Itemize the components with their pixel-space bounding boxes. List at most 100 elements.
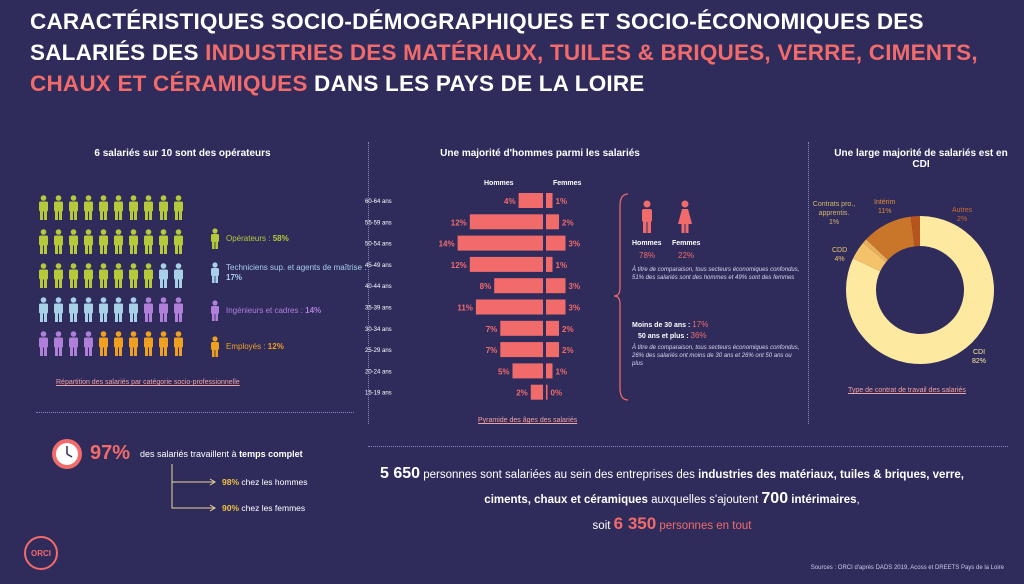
person-icon: [84, 229, 93, 254]
bar-label-hommes: 11%: [457, 304, 473, 313]
person-icon: [174, 297, 183, 322]
person-icon: [211, 336, 219, 357]
bar-label-hommes: 12%: [451, 218, 467, 227]
age-tick-label: 30-34 ans: [365, 327, 392, 333]
people-row: [38, 331, 218, 365]
age-tick-label: 20-24 ans: [365, 369, 392, 375]
people-row: [38, 195, 218, 229]
legend-item: Ingénieurs et cadres : 14%: [210, 300, 370, 322]
bar-label-hommes: 2%: [516, 389, 528, 398]
bar-hommes: [494, 278, 543, 294]
person-icon: [54, 297, 63, 322]
age-pyramid-chart: 60-64 ans 4% 1% 55-59 ans 12% 2% 50-54 ans 14% 3…: [365, 193, 580, 400]
person-icon: [174, 263, 183, 288]
divider: [808, 142, 809, 424]
temps-complet-text: des salariés travaillent à temps complet: [140, 449, 303, 459]
people-row: [38, 229, 218, 263]
person-icon: [129, 263, 138, 288]
label-autres: Autres 2%: [952, 207, 973, 223]
femmes-header: Femmes: [553, 180, 582, 187]
section1-link[interactable]: Répartition des salariés par catégorie s…: [56, 379, 240, 386]
bar-hommes: [500, 320, 543, 336]
person-icon: [114, 297, 123, 322]
bar-label-hommes: 8%: [480, 282, 492, 291]
bar-femmes: [546, 214, 559, 230]
side-femmes-value: 22%: [678, 251, 695, 260]
donut-slice: [862, 239, 888, 262]
person-icon: [144, 195, 153, 220]
bar-hommes: [512, 363, 543, 379]
bar-label-femmes: 2%: [562, 325, 574, 334]
bar-label-femmes: 2%: [562, 346, 574, 355]
side-hommes-value: 78%: [639, 251, 656, 260]
bar-label-femmes: 1%: [556, 367, 568, 376]
bar-hommes: [500, 342, 543, 358]
bar-femmes: [546, 278, 566, 294]
clock-icon: [52, 439, 82, 469]
legend-value: 12%: [267, 342, 284, 351]
person-icon: [114, 229, 123, 254]
section3-link[interactable]: Type de contrat de travail des salariés: [848, 387, 966, 394]
person-icon: [39, 297, 48, 322]
temps-femmes: 90% chez les femmes: [222, 503, 306, 513]
person-icon: [84, 263, 93, 288]
person-icon: [129, 331, 138, 356]
person-icon: [99, 331, 108, 356]
bar-femmes: [546, 363, 553, 379]
age-tick-label: 55-59 ans: [365, 220, 392, 226]
age-tick-label: 25-29 ans: [365, 348, 392, 354]
orci-logo: ORCI: [24, 536, 58, 570]
person-icon: [211, 262, 219, 283]
page-title: CARACTÉRISTIQUES SOCIO-DÉMOGRAPHIQUES ET…: [30, 6, 1010, 99]
person-icon: [54, 229, 63, 254]
plus50: 50 ans et plus : 36%: [638, 331, 707, 340]
title-highlight: INDUSTRIES DES MATÉRIAUX, TUILES & BRIQU…: [30, 40, 978, 96]
female-icon: [678, 200, 692, 233]
person-icon: [174, 195, 183, 220]
legend-label: Employés : 12%: [226, 342, 284, 351]
bar-label-hommes: 4%: [504, 197, 516, 206]
donut-slice: [866, 216, 915, 260]
person-icon: [144, 297, 153, 322]
legend-value: 58%: [272, 234, 289, 243]
bar-hommes: [469, 214, 543, 230]
divider: [368, 446, 1008, 447]
person-icon: [39, 331, 48, 356]
age-tick-label: 40-44 ans: [365, 284, 392, 290]
person-icon: [159, 297, 168, 322]
bar-hommes: [475, 299, 543, 315]
hommes-header: Hommes: [484, 180, 514, 187]
donut-slice: [910, 216, 920, 247]
person-icon: [99, 195, 108, 220]
bar-hommes: [469, 256, 543, 272]
person-icon: [211, 228, 219, 249]
age-tick-label: 50-54 ans: [365, 242, 392, 248]
section2-link[interactable]: Pyramide des âges des salariés: [478, 417, 578, 424]
people-grid: [38, 195, 218, 365]
bar-label-femmes: 2%: [562, 218, 574, 227]
person-icon: [39, 195, 48, 220]
title-part2: DANS LES PAYS DE LA LOIRE: [307, 71, 645, 96]
person-icon: [114, 263, 123, 288]
male-icon: [642, 200, 652, 233]
legend-value: 14%: [305, 306, 322, 315]
bar-label-hommes: 12%: [451, 261, 467, 270]
person-icon: [69, 331, 78, 356]
person-icon: [159, 263, 168, 288]
summary-text: 5 650 personnes sont salariées au sein d…: [379, 465, 964, 533]
bar-label-hommes: 7%: [486, 346, 498, 355]
bar-femmes: [546, 320, 559, 336]
label-interim: Intérim 11%: [874, 199, 896, 215]
person-icon: [159, 331, 168, 356]
divider: [36, 412, 354, 413]
sources: Sources : ORCI d'après DADS 2019, Acoss …: [810, 565, 1004, 571]
person-icon: [99, 263, 108, 288]
age-tick-label: 45-49 ans: [365, 263, 392, 269]
side-femmes-label: Femmes: [672, 240, 701, 247]
person-icon: [144, 229, 153, 254]
bar-label-femmes: 0%: [551, 389, 563, 398]
donut-slice: [853, 242, 887, 272]
person-icon: [174, 229, 183, 254]
person-icon: [114, 195, 123, 220]
person-icon: [99, 297, 108, 322]
